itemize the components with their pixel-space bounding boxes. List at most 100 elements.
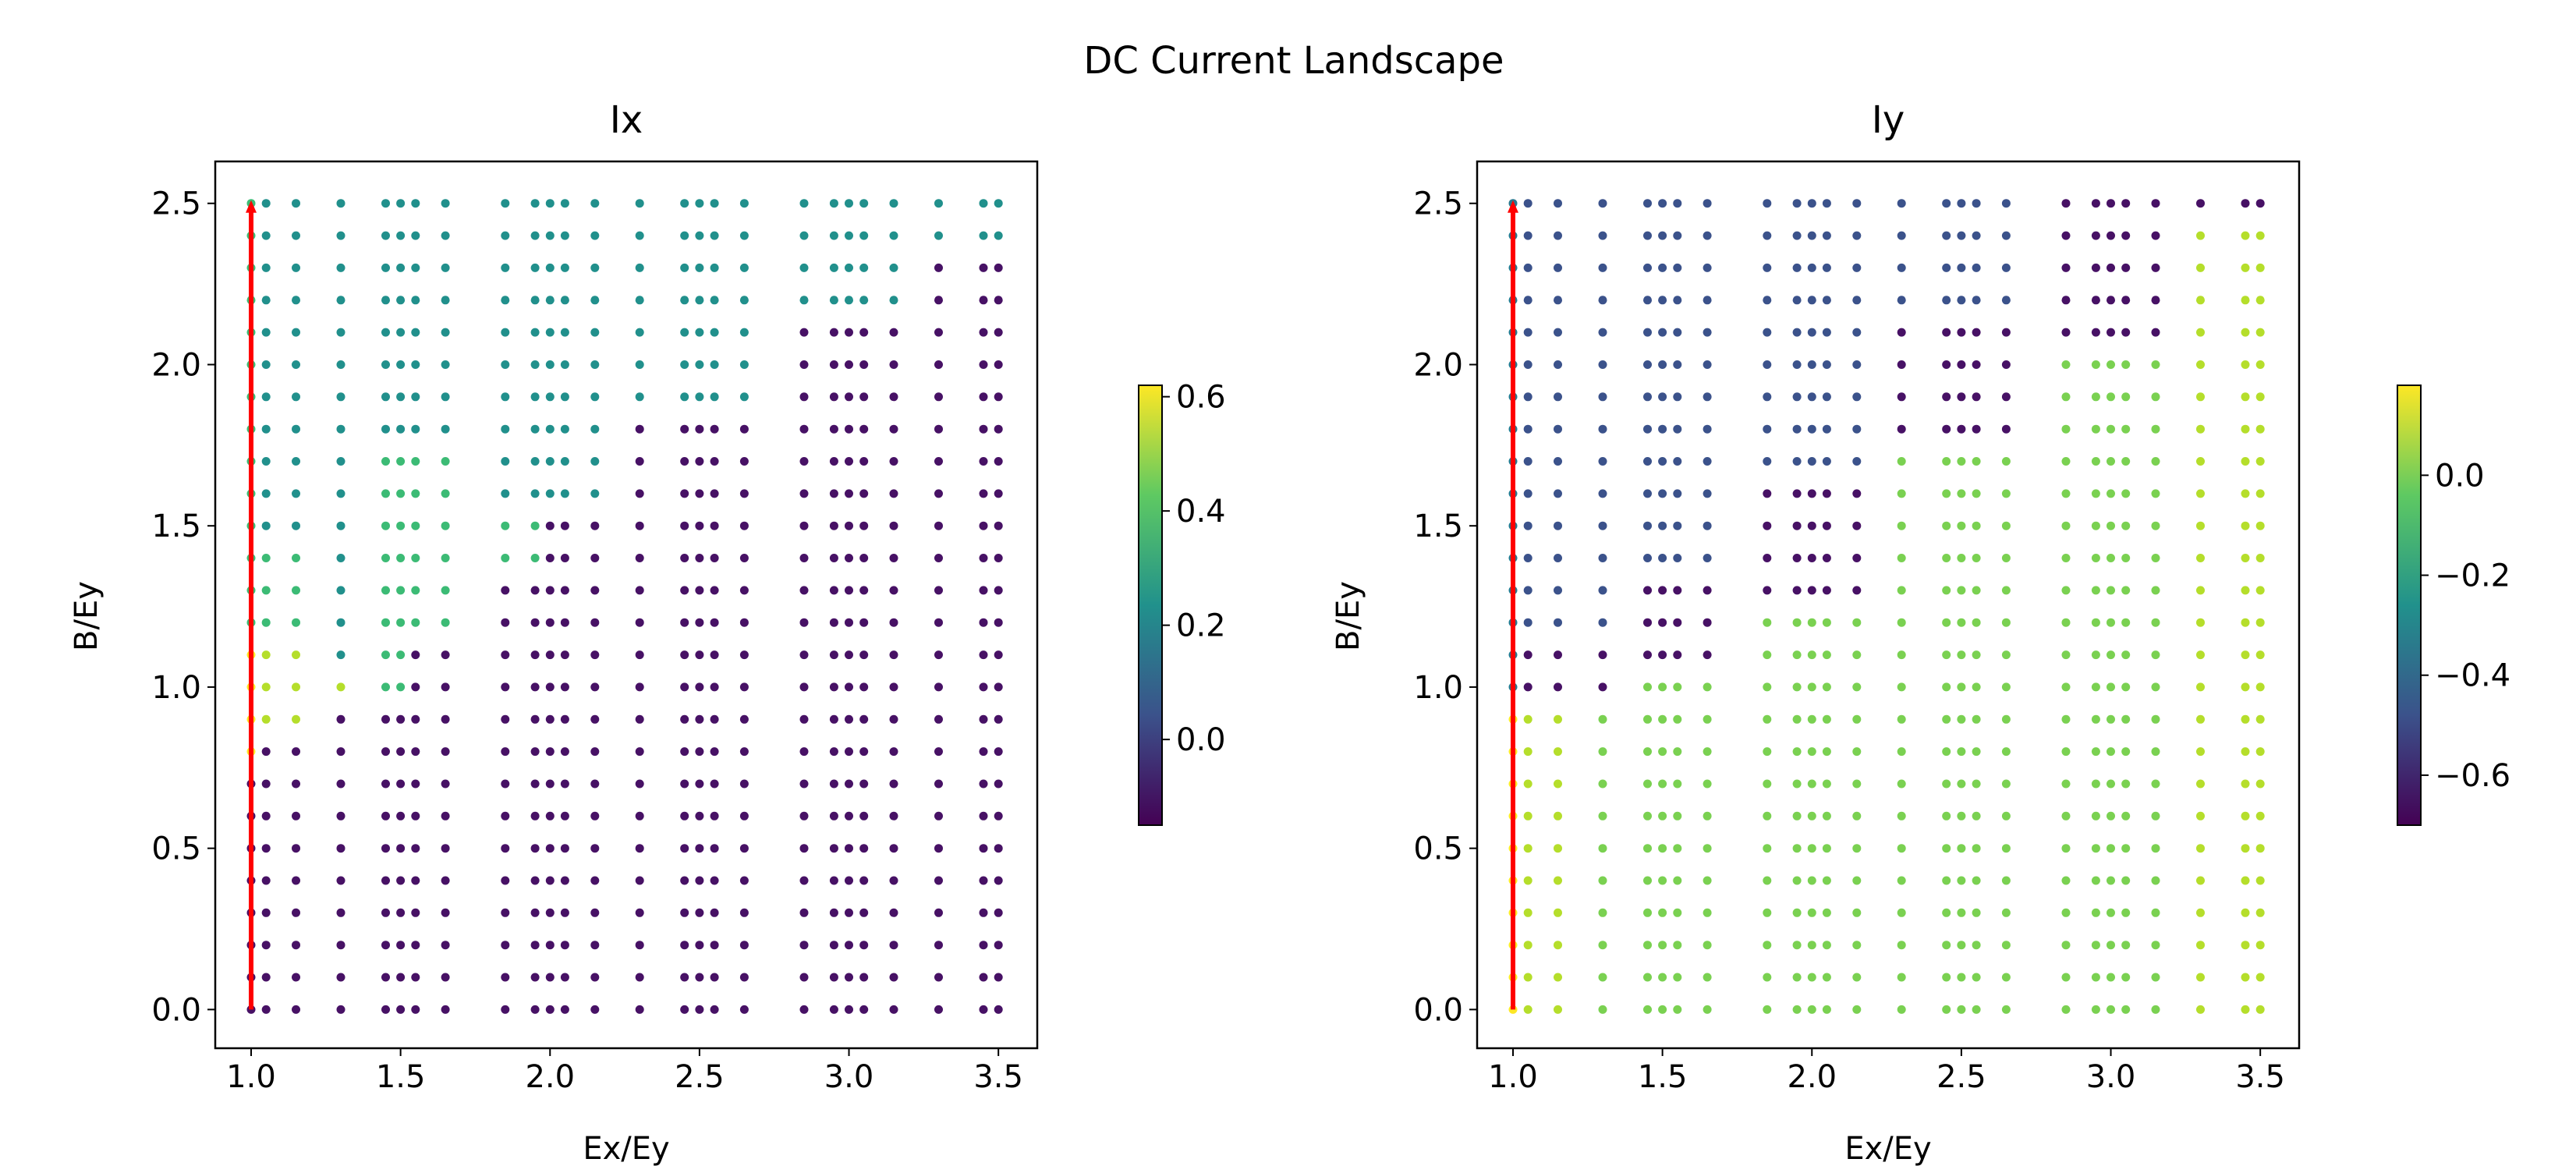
- ix-point-8-19: [501, 392, 510, 402]
- ix-point-8-9: [501, 714, 510, 724]
- ix-point-4-23: [381, 263, 390, 272]
- iy-point-2-15: [1554, 521, 1562, 530]
- x-axis-label-ix: Ex/Ey: [583, 1131, 669, 1166]
- iy-point-10-10: [1807, 682, 1816, 692]
- ix-point-25-13: [994, 586, 1003, 595]
- iy-point-23-6: [2196, 811, 2205, 820]
- ix-point-9-6: [530, 811, 540, 820]
- ix-point-8-2: [501, 941, 510, 950]
- ix-point-4-11: [381, 650, 390, 660]
- iy-point-6-12: [1673, 618, 1682, 627]
- ix-point-7-7: [441, 779, 450, 789]
- iy-point-12-19: [1852, 392, 1862, 402]
- iy-point-19-9: [2091, 714, 2100, 724]
- iy-point-12-15: [1852, 521, 1862, 530]
- iy-point-18-20: [2061, 360, 2071, 369]
- iy-point-24-15: [2241, 521, 2250, 530]
- ix-point-9-7: [530, 779, 540, 789]
- ix-point-5-4: [396, 876, 406, 885]
- iy-point-9-9: [1792, 714, 1802, 724]
- iy-point-11-22: [1822, 296, 1831, 305]
- iy-point-20-25: [2107, 199, 2115, 208]
- iy-point-25-10: [2255, 682, 2265, 692]
- iy-point-16-0: [1972, 1005, 1981, 1014]
- iy-point-21-2: [2121, 941, 2131, 950]
- iy-point-23-20: [2196, 360, 2205, 369]
- ix-point-11-25: [560, 199, 569, 208]
- iy-point-20-20: [2107, 360, 2115, 369]
- iy-point-3-13: [1598, 586, 1607, 595]
- ix-point-21-5: [859, 844, 869, 853]
- iy-point-11-15: [1822, 521, 1831, 530]
- iy-point-25-0: [2255, 1005, 2265, 1014]
- ix-point-23-16: [934, 489, 943, 498]
- iy-point-15-1: [1957, 973, 1966, 982]
- ix-point-5-1: [396, 973, 406, 982]
- iy-point-3-17: [1598, 457, 1607, 466]
- iy-point-10-4: [1807, 876, 1816, 885]
- ix-point-19-10: [829, 682, 838, 692]
- iy-point-23-0: [2196, 1005, 2205, 1014]
- ix-point-6-3: [411, 908, 420, 917]
- iy-point-4-5: [1643, 844, 1652, 853]
- ix-point-16-14: [710, 554, 719, 562]
- ix-point-7-2: [441, 941, 450, 950]
- iy-point-5-4: [1658, 876, 1667, 885]
- ix-point-20-21: [845, 328, 853, 337]
- iy-point-25-19: [2255, 392, 2265, 402]
- iy-point-1-16: [1523, 489, 1532, 498]
- ix-point-17-16: [739, 489, 749, 498]
- iy-point-15-14: [1957, 554, 1966, 562]
- iy-point-22-11: [2151, 650, 2160, 660]
- ix-point-11-11: [560, 650, 569, 660]
- ix-y-tick-label-0: 0.0: [151, 992, 201, 1028]
- ix-point-7-25: [441, 199, 450, 208]
- iy-point-7-3: [1703, 908, 1712, 917]
- iy-point-13-17: [1897, 457, 1906, 466]
- iy-point-12-24: [1852, 231, 1862, 240]
- iy-point-2-2: [1554, 941, 1562, 950]
- ix-point-25-18: [994, 424, 1003, 434]
- iy-point-5-13: [1658, 586, 1667, 595]
- ix-point-9-9: [530, 714, 540, 724]
- iy-point-15-3: [1957, 908, 1966, 917]
- iy-point-2-17: [1554, 457, 1562, 466]
- iy-point-9-25: [1792, 199, 1802, 208]
- iy-point-3-1: [1598, 973, 1607, 982]
- ix-point-19-17: [829, 457, 838, 466]
- ix-point-9-12: [530, 618, 540, 627]
- iy-point-7-24: [1703, 231, 1712, 240]
- iy-point-14-18: [1942, 424, 1951, 434]
- ix-x-tick-label-2: 2.0: [525, 1059, 575, 1095]
- iy-point-25-21: [2255, 328, 2265, 337]
- ix-point-5-0: [396, 1005, 406, 1014]
- ix-point-5-10: [396, 682, 406, 692]
- ix-point-21-10: [859, 682, 869, 692]
- ix-point-10-15: [545, 521, 555, 530]
- iy-point-18-13: [2061, 586, 2071, 595]
- ix-point-11-8: [560, 747, 569, 757]
- iy-point-12-18: [1852, 424, 1862, 434]
- iy-point-13-12: [1897, 618, 1906, 627]
- ix-point-1-17: [261, 457, 271, 466]
- iy-point-5-18: [1658, 424, 1667, 434]
- iy-point-19-21: [2091, 328, 2100, 337]
- ix-point-21-14: [859, 554, 869, 562]
- iy-point-4-24: [1643, 231, 1652, 240]
- ix-point-20-13: [845, 586, 853, 595]
- iy-point-22-19: [2151, 392, 2160, 402]
- iy-point-25-25: [2255, 199, 2265, 208]
- ix-point-8-21: [501, 328, 510, 337]
- iy-point-17-22: [2001, 296, 2011, 305]
- ix-point-22-15: [889, 521, 898, 530]
- ix-point-10-12: [545, 618, 555, 627]
- iy-point-2-20: [1554, 360, 1562, 369]
- ix-point-17-18: [739, 424, 749, 434]
- ix-point-12-12: [590, 618, 600, 627]
- ix-point-16-19: [710, 392, 719, 402]
- ix-point-8-4: [501, 876, 510, 885]
- iy-point-3-4: [1598, 876, 1607, 885]
- ix-point-17-4: [739, 876, 749, 885]
- iy-point-25-1: [2255, 973, 2265, 982]
- iy-point-16-8: [1972, 747, 1981, 757]
